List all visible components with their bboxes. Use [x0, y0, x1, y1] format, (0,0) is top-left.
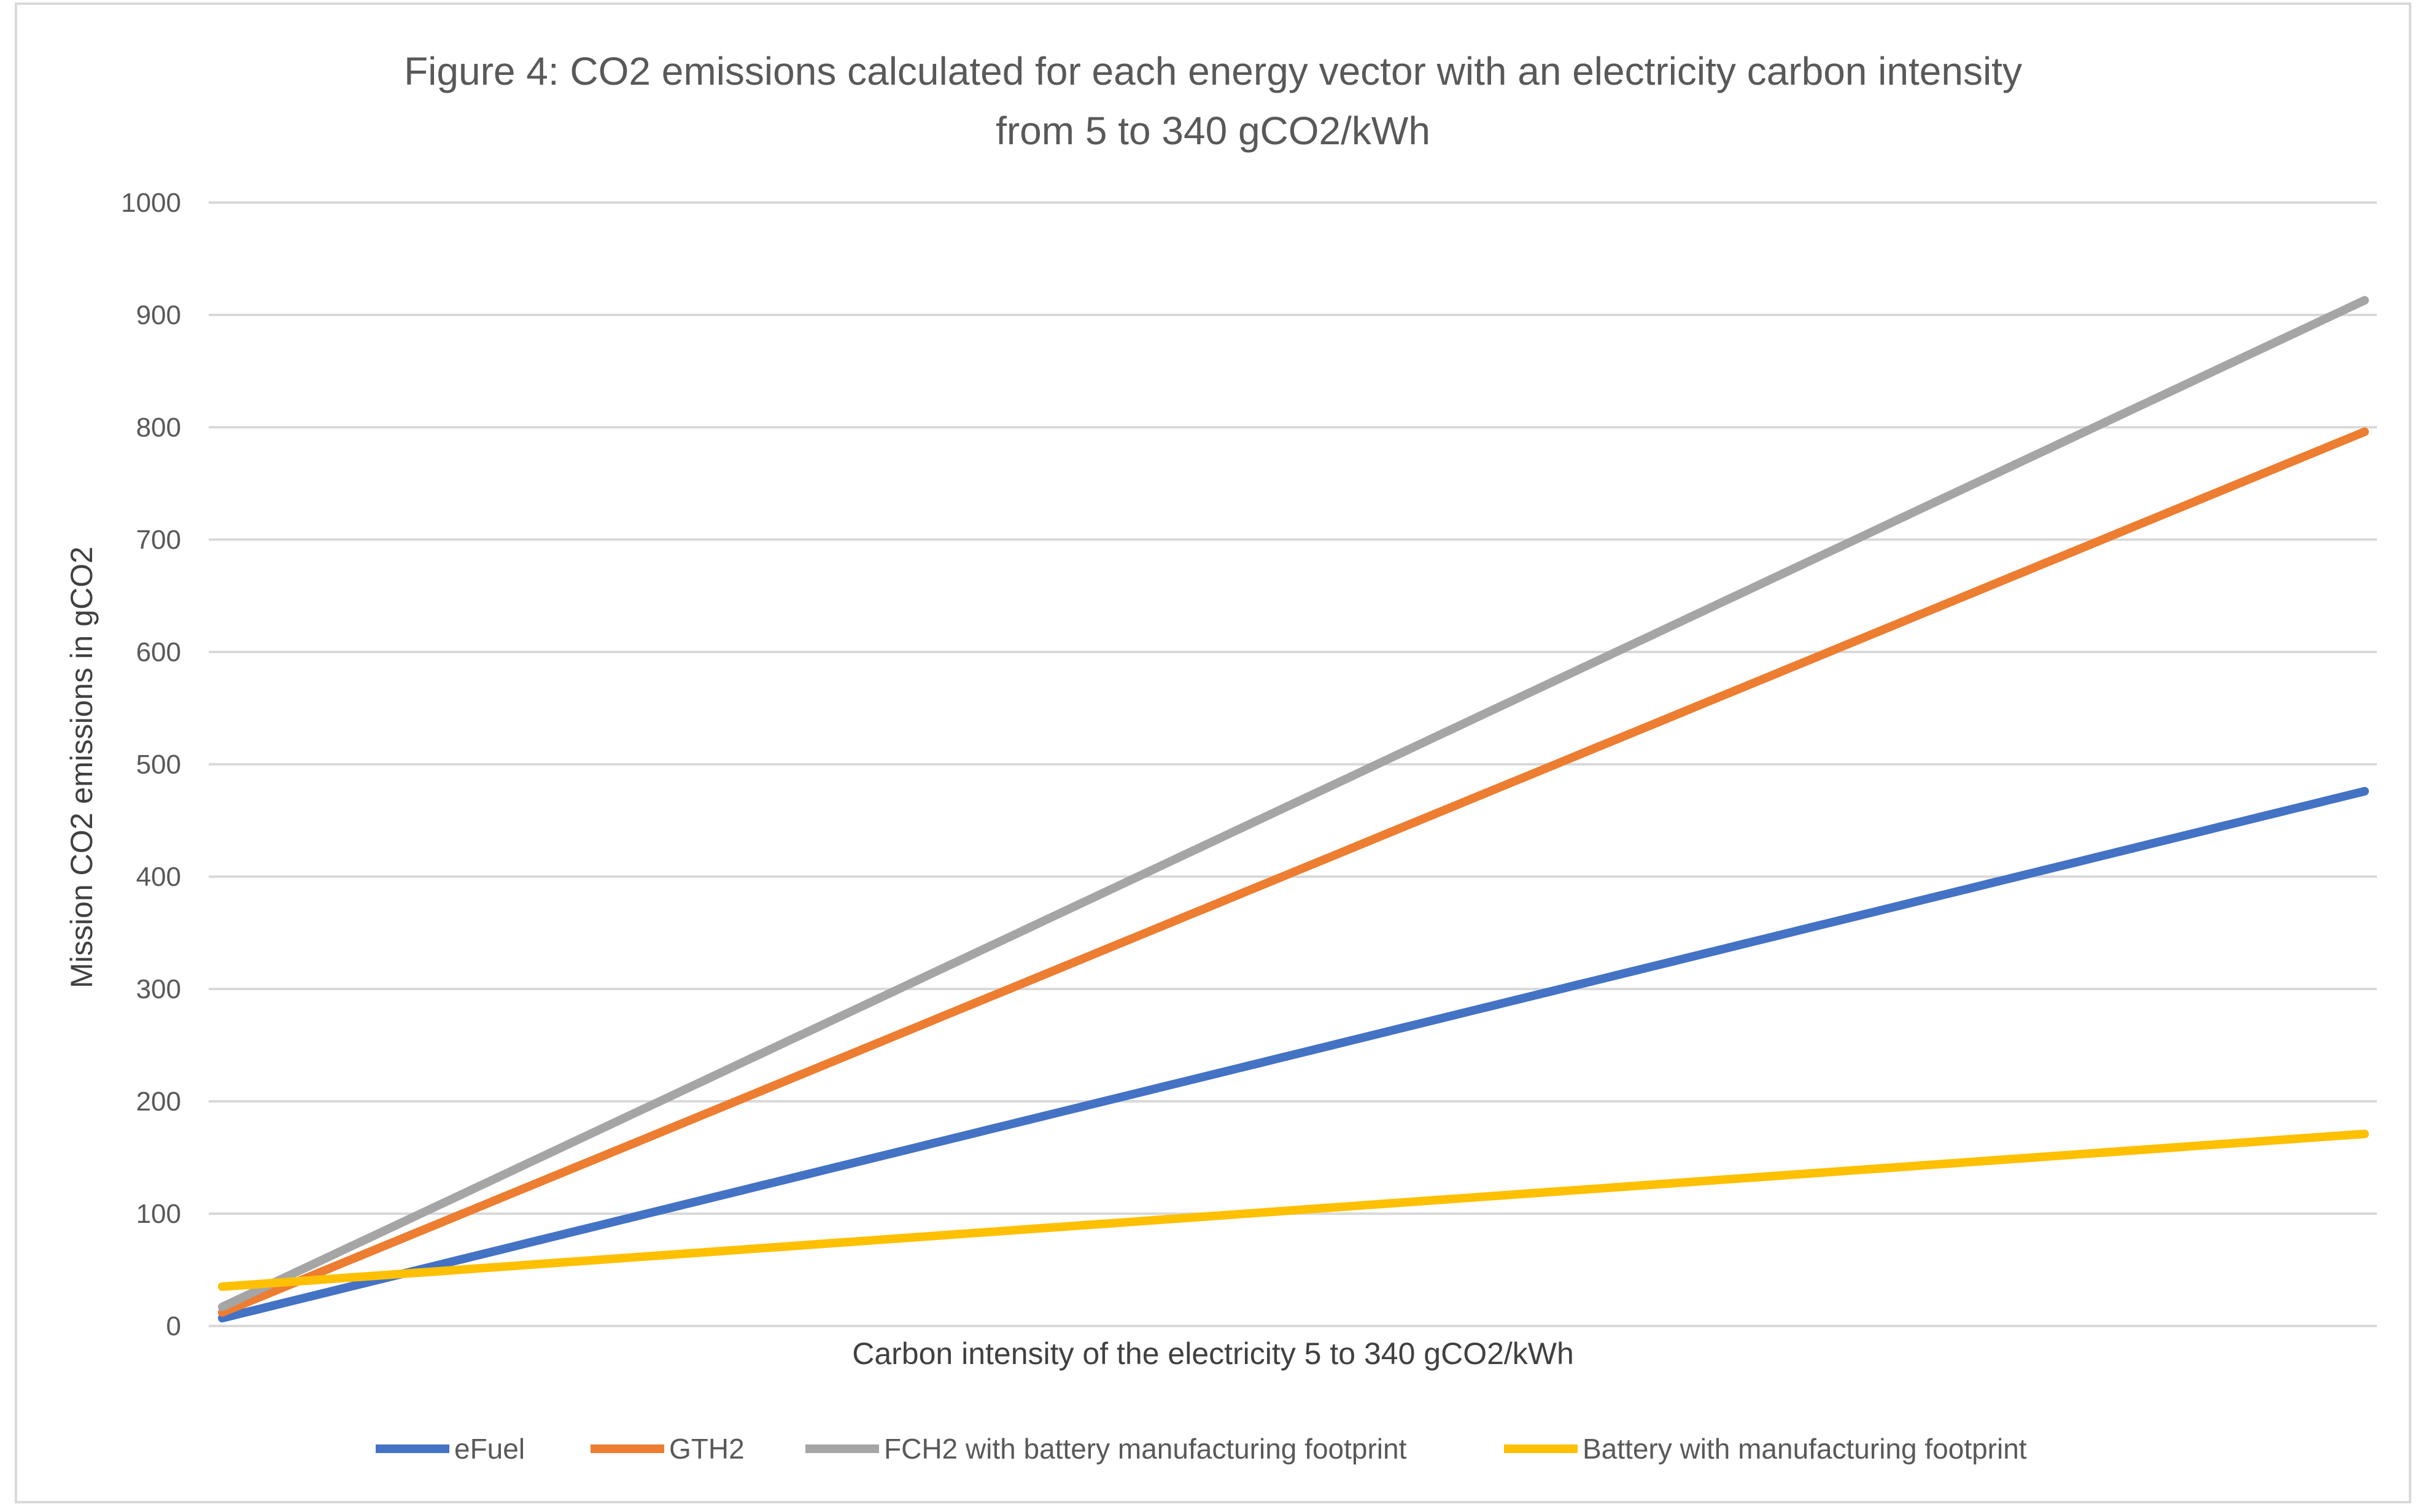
legend-label-efuel: eFuel — [454, 1433, 525, 1465]
y-axis-ticks: 0 100 200 300 400 500 600 700 800 900 1000 — [121, 188, 181, 1341]
y-axis-label: Mission CO2 emissions in gCO2 — [64, 546, 99, 988]
y-tick-label-700: 700 — [136, 525, 181, 555]
y-tick-label-1000: 1000 — [121, 188, 181, 218]
legend: eFuel GTH2 FCH2 with battery manufacturi… — [376, 1433, 2027, 1465]
x-axis-label: Carbon intensity of the electricity 5 to… — [852, 1336, 1574, 1371]
gridlines — [209, 201, 2377, 1327]
y-tick-label-500: 500 — [136, 750, 181, 780]
y-tick-label-400: 400 — [136, 862, 181, 892]
legend-label-battery: Battery with manufacturing footprint — [1583, 1433, 2027, 1465]
chart-title-line-1: Figure 4: CO2 emissions calculated for e… — [404, 49, 2022, 93]
chart-border — [15, 2, 2411, 1503]
chart-title-line-2: from 5 to 340 gCO2/kWh — [996, 109, 1430, 153]
series-line-gth2 — [218, 427, 2369, 1317]
y-tick-label-600: 600 — [136, 637, 181, 667]
series-lines — [218, 296, 2369, 1323]
y-tick-label-300: 300 — [136, 974, 181, 1004]
y-tick-label-200: 200 — [136, 1087, 181, 1117]
series-line-fch2 — [218, 296, 2369, 1311]
y-tick-label-800: 800 — [136, 413, 181, 443]
legend-label-gth2: GTH2 — [669, 1433, 745, 1465]
y-tick-label-900: 900 — [136, 300, 181, 330]
y-tick-label-0: 0 — [166, 1311, 181, 1341]
y-tick-label-100: 100 — [136, 1199, 181, 1229]
series-line-battery — [218, 1130, 2369, 1291]
series-line-efuel — [218, 786, 2369, 1323]
legend-label-fch2: FCH2 with battery manufacturing footprin… — [884, 1433, 1407, 1465]
